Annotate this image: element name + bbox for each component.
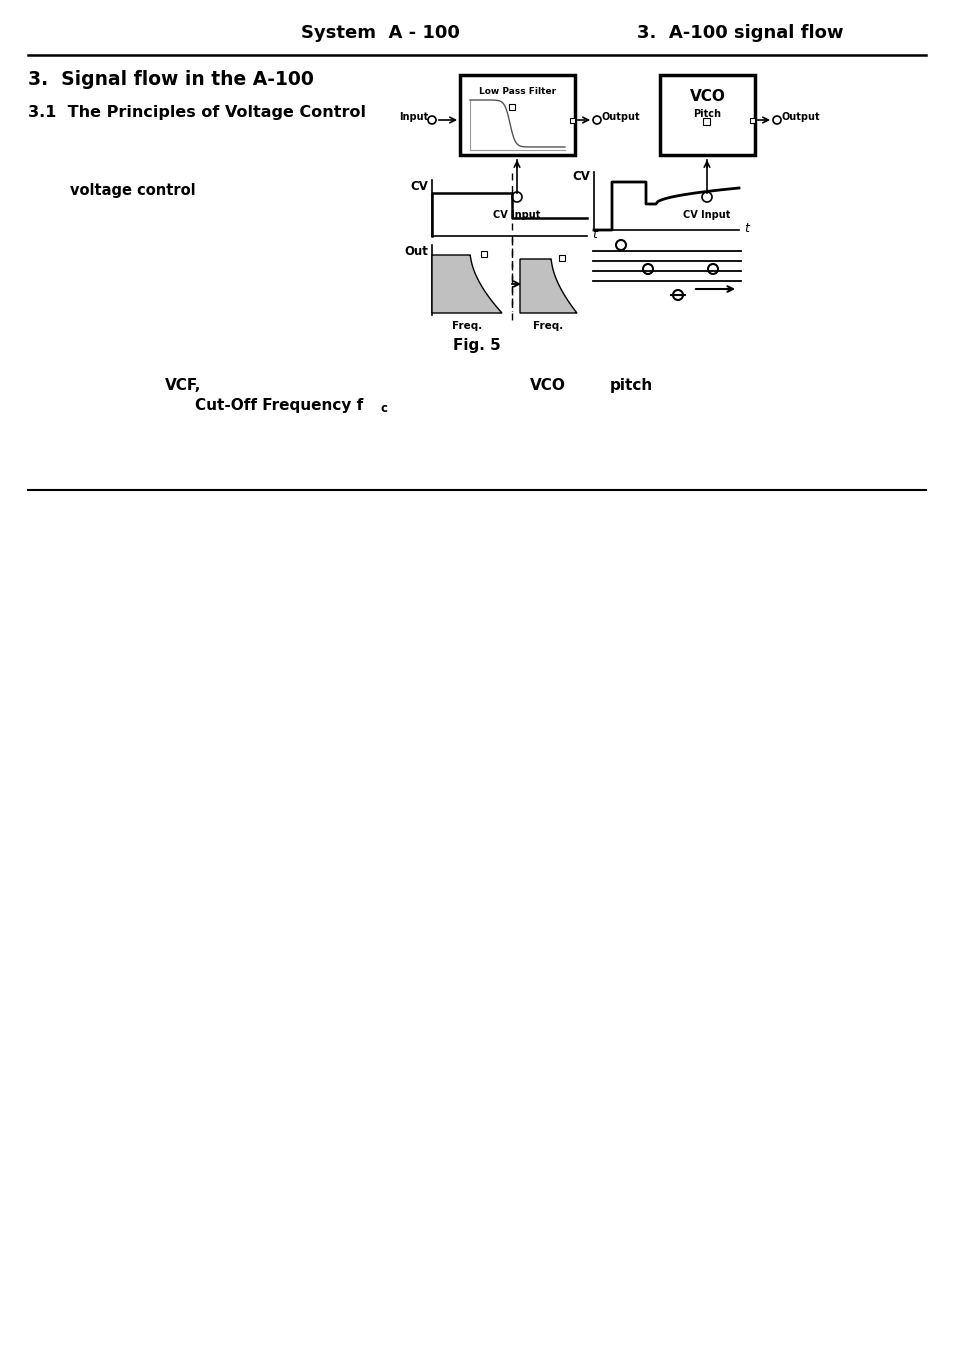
Text: Input: Input: [398, 112, 428, 122]
Text: System  A - 100: System A - 100: [300, 24, 459, 42]
Text: c: c: [380, 403, 388, 415]
Polygon shape: [519, 259, 577, 313]
Text: CV: CV: [572, 170, 589, 182]
Text: Freq.: Freq.: [533, 322, 563, 331]
Bar: [749, 118, 754, 123]
Bar: [558, 255, 564, 261]
Bar: [459, 76, 575, 155]
Text: Output: Output: [601, 112, 640, 122]
Bar: [509, 104, 515, 109]
Text: CV Input: CV Input: [493, 209, 540, 220]
Text: voltage control: voltage control: [70, 182, 195, 199]
Text: CV: CV: [410, 180, 428, 193]
Text: VCO: VCO: [689, 89, 724, 104]
Text: Pitch: Pitch: [693, 109, 720, 119]
Text: Cut-Off Frequency f: Cut-Off Frequency f: [194, 399, 363, 413]
Text: Low Pass Filter: Low Pass Filter: [478, 86, 556, 96]
Text: Fig. 5: Fig. 5: [453, 338, 500, 353]
Text: 3.1  The Principles of Voltage Control: 3.1 The Principles of Voltage Control: [28, 105, 366, 120]
Text: Out: Out: [404, 245, 428, 258]
Text: VCO: VCO: [530, 378, 565, 393]
Bar: [569, 118, 575, 123]
Bar: [659, 76, 754, 155]
Text: VCF,: VCF,: [165, 378, 201, 393]
Text: CV Input: CV Input: [682, 209, 730, 220]
Text: 3.  A-100 signal flow: 3. A-100 signal flow: [636, 24, 842, 42]
Text: pitch: pitch: [609, 378, 653, 393]
Text: t: t: [743, 223, 748, 235]
Text: Freq.: Freq.: [452, 322, 481, 331]
Bar: [702, 118, 710, 126]
Bar: [480, 251, 486, 257]
Text: Output: Output: [781, 112, 820, 122]
Polygon shape: [432, 255, 501, 313]
Text: 3.  Signal flow in the A-100: 3. Signal flow in the A-100: [28, 70, 314, 89]
Text: t: t: [592, 228, 597, 242]
